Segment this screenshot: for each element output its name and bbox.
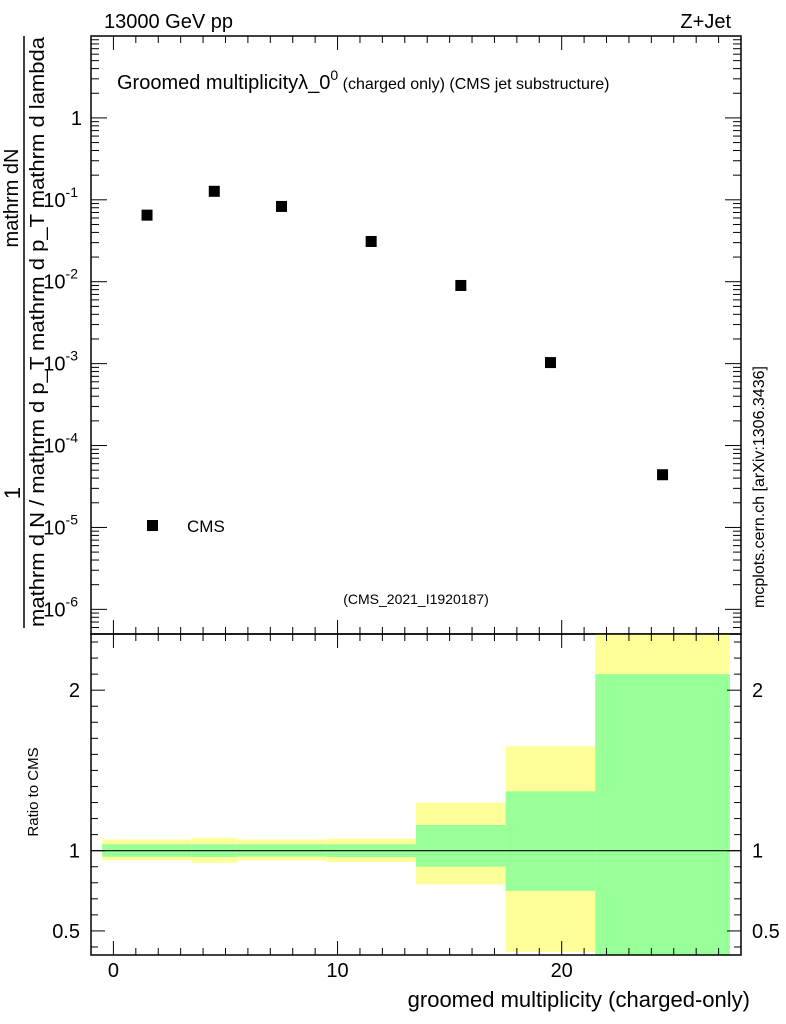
ratio-y-tick-label-right: 0.5 (752, 921, 780, 943)
process-label: Z+Jet (680, 11, 731, 33)
main-frame (90, 35, 742, 635)
y-tick-label: 10-1 (43, 184, 78, 212)
ratio-y-tick-label: 0.5 (52, 921, 80, 943)
main-panel: 110-110-210-310-410-510-6 (43, 35, 742, 635)
data-point (544, 357, 556, 369)
ratio-inner-band-6 (595, 674, 730, 955)
plot-title-sup: 0 (330, 67, 338, 83)
y-tick-label-base: 10 (43, 190, 65, 212)
plot-title-main: Groomed multiplicity (117, 72, 298, 94)
plot-title-detail: (charged only) (CMS jet substructure) (338, 76, 609, 93)
y-tick-label-exp: -1 (66, 184, 79, 200)
ratio-y-tick-label: 2 (69, 680, 80, 702)
data-point (657, 469, 669, 481)
y-tick-label-base: 10 (43, 436, 65, 458)
y-axis-top-label: mathrm dN (1, 149, 23, 248)
ratio-frame (90, 633, 742, 956)
y-tick-label-exp: -3 (66, 348, 79, 364)
y-tick-label-base: 10 (43, 517, 65, 539)
y-tick-label-exp: -6 (66, 593, 79, 609)
plot-title-symbol: λ_0 (298, 72, 330, 94)
data-point (455, 279, 467, 291)
x-tick-label: 0 (108, 960, 119, 982)
x-axis-label: groomed multiplicity (charged-only) (408, 987, 750, 1012)
y-tick-label: 10-6 (43, 593, 78, 621)
data-point (276, 200, 288, 212)
x-tick-label: 10 (326, 960, 348, 982)
ratio-y-tick-label-right: 1 (752, 841, 763, 863)
y-tick-label-exp: -2 (66, 266, 79, 282)
y-tick-label: 10-5 (43, 511, 78, 539)
legend-marker (147, 520, 158, 531)
watermark: mcplots.cern.ch [arXiv:1306.3436] (751, 366, 768, 608)
x-tick-label: 20 (551, 960, 573, 982)
energy-label: 13000 GeV pp (104, 11, 233, 33)
ratio-inner-band-5 (505, 791, 596, 891)
y-tick-label-base: 10 (43, 599, 65, 621)
y-tick-label-base: 10 (43, 354, 65, 376)
y-axis-bottom-label: mathrm d N / mathrm d p_T mathrm d p_T m… (27, 36, 49, 627)
y-tick-label-exp: -5 (66, 511, 79, 527)
ratio-inner-band-4 (416, 824, 506, 867)
y-axis-numerator-label: 1 (0, 487, 25, 499)
y-tick-label: 10-2 (43, 266, 78, 294)
data-point (208, 185, 220, 197)
y-tick-label: 10-4 (43, 430, 78, 458)
legend-label: CMS (187, 517, 225, 536)
data-point (365, 235, 377, 247)
plot-title: Groomed multiplicityλ_00 (charged only) … (117, 67, 609, 94)
y-tick-label-base: 10 (43, 272, 65, 294)
y-tick-label: 1 (71, 108, 82, 130)
ratio-y-axis-label: Ratio to CMS (25, 747, 42, 836)
ratio-y-tick-label-right: 2 (752, 680, 763, 702)
analysis-label: (CMS_2021_I1920187) (343, 591, 489, 607)
data-point (141, 209, 153, 221)
y-tick-label: 10-3 (43, 348, 78, 376)
ratio-panel: 0 10 20 0.5 0.5 1 1 2 2 (52, 633, 780, 982)
y-tick-label-exp: -4 (66, 430, 79, 446)
ratio-y-tick-label: 1 (69, 841, 80, 863)
